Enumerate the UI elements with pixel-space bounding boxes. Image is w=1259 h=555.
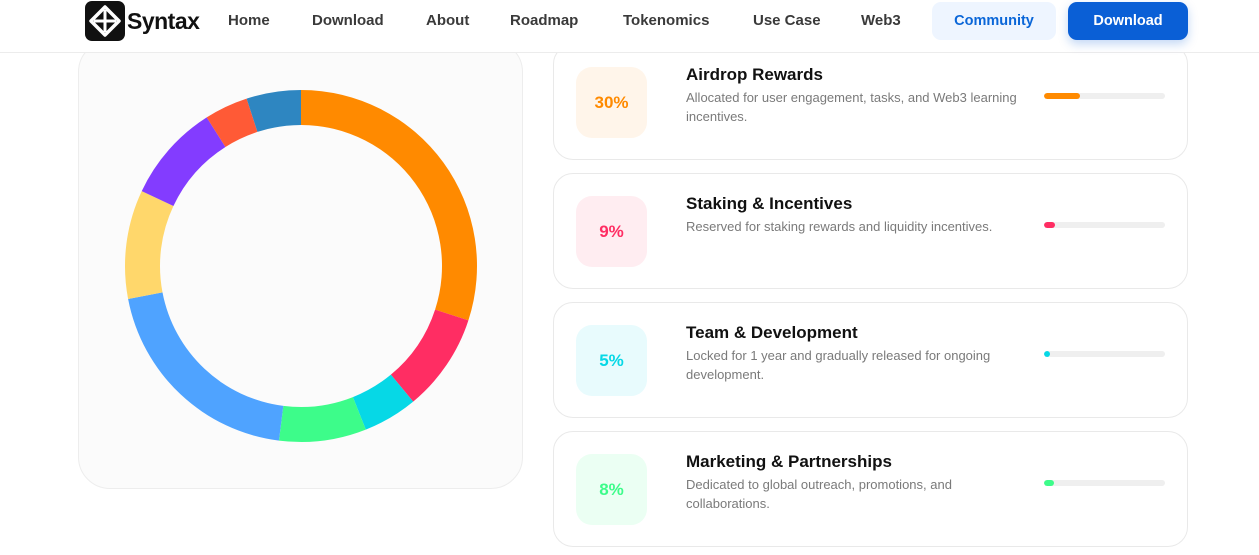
donut-segment-7 xyxy=(206,98,258,147)
progress-bar xyxy=(1044,480,1165,486)
nav-link-web3[interactable]: Web3 xyxy=(861,12,901,29)
donut-segment-8 xyxy=(246,90,301,132)
progress-bar xyxy=(1044,351,1165,357)
nav-link-about[interactable]: About xyxy=(426,12,470,29)
donut-segment-0 xyxy=(301,90,477,321)
progress-bar xyxy=(1044,93,1165,99)
percent-badge: 30% xyxy=(576,67,647,138)
percent-badge: 8% xyxy=(576,454,647,525)
logo-text: Syntax xyxy=(127,7,200,34)
allocation-card-0: 30% Airdrop Rewards Allocated for user e… xyxy=(553,44,1188,160)
community-button[interactable]: Community xyxy=(932,2,1056,40)
nav-link-download[interactable]: Download xyxy=(312,12,384,29)
nav-link-use-case[interactable]: Use Case xyxy=(753,12,821,29)
allocation-description: Reserved for staking rewards and liquidi… xyxy=(686,219,993,234)
progress-fill xyxy=(1044,93,1081,99)
donut-segment-1 xyxy=(390,309,469,402)
allocation-title: Airdrop Rewards xyxy=(686,65,823,84)
percent-badge: 9% xyxy=(576,196,647,267)
allocation-description: Locked for 1 year and gradually released… xyxy=(686,348,991,382)
donut-segment-2 xyxy=(352,374,414,430)
navbar: Syntax Home Download About Roadmap Token… xyxy=(0,0,1259,53)
nav-link-roadmap[interactable]: Roadmap xyxy=(510,12,579,29)
donut-segment-6 xyxy=(141,117,226,206)
logo-icon xyxy=(85,1,125,41)
nav-link-tokenomics[interactable]: Tokenomics xyxy=(623,12,710,29)
allocation-card-3: 8% Marketing & Partnerships Dedicated to… xyxy=(553,431,1188,547)
donut-chart xyxy=(125,90,477,442)
donut-segment-5 xyxy=(125,191,174,299)
download-button[interactable]: Download xyxy=(1068,2,1188,40)
donut-segment-4 xyxy=(128,292,284,441)
allocation-title: Staking & Incentives xyxy=(686,194,853,213)
progress-fill xyxy=(1044,351,1051,357)
progress-fill xyxy=(1044,480,1054,486)
percent-badge: 5% xyxy=(576,325,647,396)
allocation-card-1: 9% Staking & Incentives Reserved for sta… xyxy=(553,173,1188,289)
logo[interactable]: Syntax xyxy=(85,1,200,41)
allocation-description: Allocated for user engagement, tasks, an… xyxy=(686,90,1017,124)
donut-segment-3 xyxy=(278,397,366,442)
donut-chart-card xyxy=(78,40,523,489)
progress-bar xyxy=(1044,222,1165,228)
allocation-title: Team & Development xyxy=(686,323,858,342)
progress-fill xyxy=(1044,222,1055,228)
nav-link-home[interactable]: Home xyxy=(228,12,270,29)
allocation-card-2: 5% Team & Development Locked for 1 year … xyxy=(553,302,1188,418)
allocation-description: Dedicated to global outreach, promotions… xyxy=(686,477,952,511)
allocation-title: Marketing & Partnerships xyxy=(686,452,892,471)
